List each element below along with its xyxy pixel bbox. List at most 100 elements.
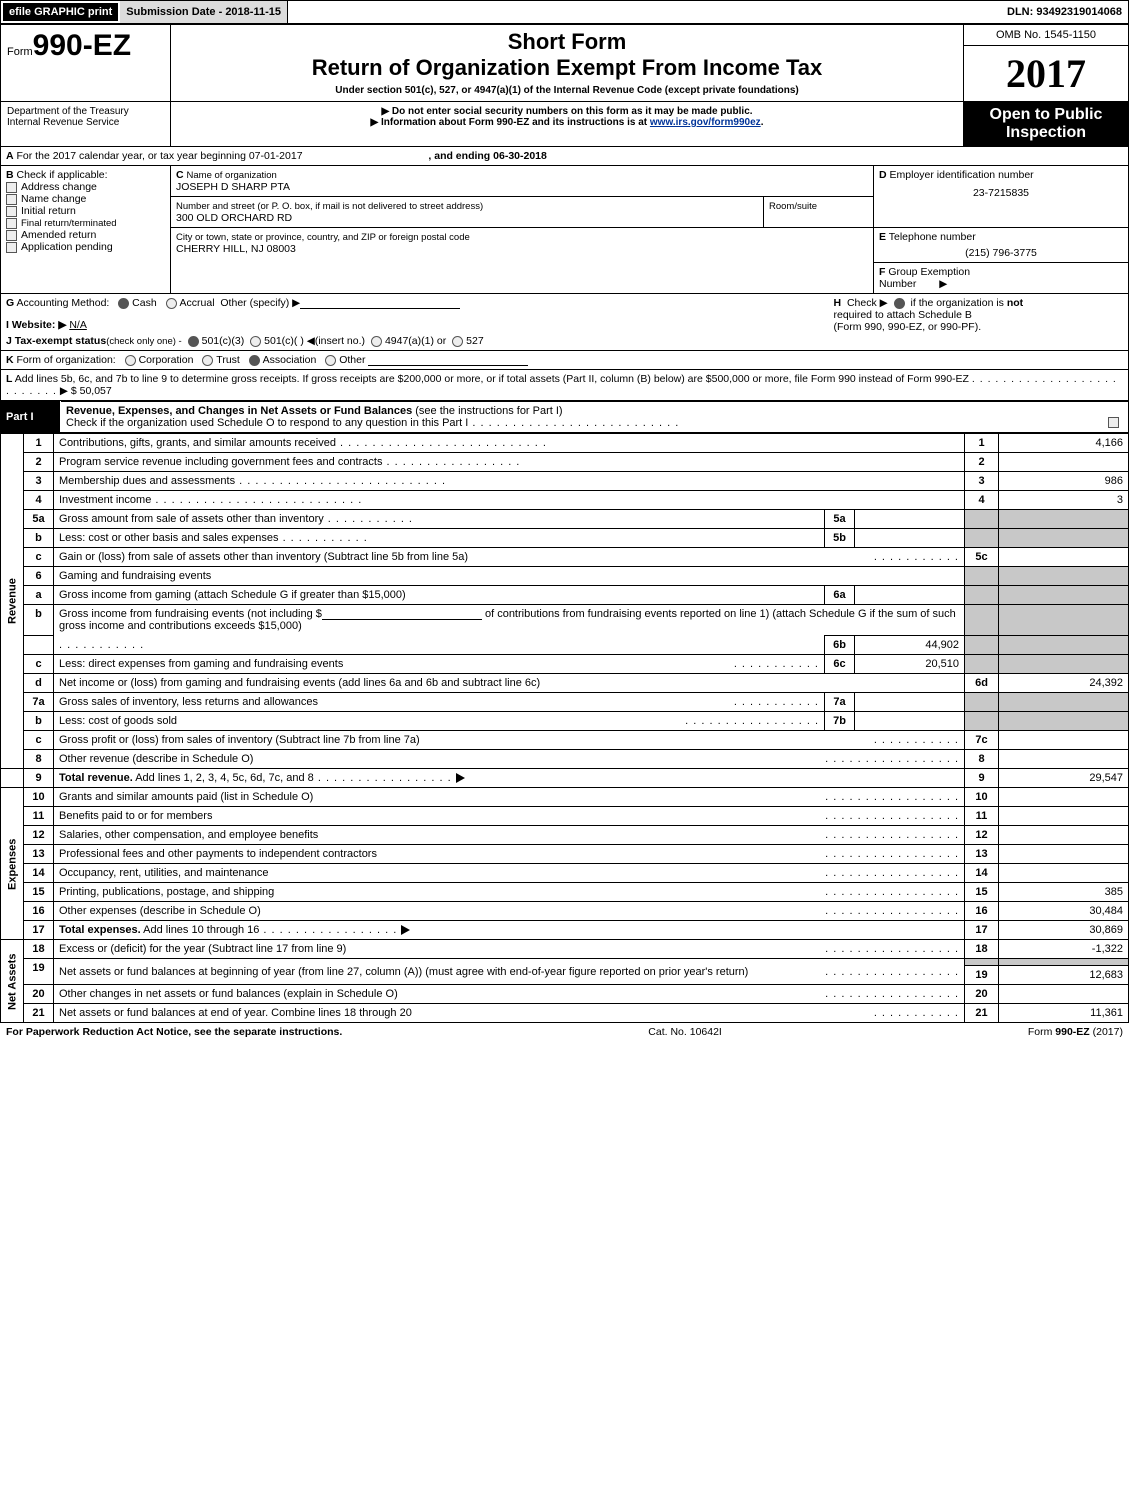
sub-5b: 5b — [825, 529, 855, 548]
opt-cash: Cash — [132, 297, 157, 309]
checkbox-address-change[interactable] — [6, 182, 17, 193]
ln-14: 14 — [24, 864, 54, 883]
shadeval-7a — [999, 693, 1129, 712]
ln-20: 20 — [24, 985, 54, 1004]
part1-header: Part I Revenue, Expenses, and Changes in… — [0, 401, 1129, 433]
desc-17b: Add lines 10 through 16 — [143, 924, 259, 936]
city-value: CHERRY HILL, NJ 08003 — [176, 243, 296, 255]
sub-6b: 6b — [825, 636, 855, 655]
opt-final-return: Final return/terminated — [21, 218, 117, 229]
opt-accrual: Accrual — [180, 297, 215, 309]
radio-accrual[interactable] — [166, 298, 177, 309]
other-specify-input[interactable] — [300, 298, 460, 309]
revenue-section-label: Revenue — [1, 434, 24, 769]
line-f-arrow: ▶ — [939, 278, 947, 290]
opt-address-change: Address change — [21, 181, 97, 193]
ln-5b: b — [24, 529, 54, 548]
form-info-link[interactable]: www.irs.gov/form990ez — [650, 117, 761, 128]
checkbox-schedule-o-part1[interactable] — [1108, 417, 1119, 428]
sub-6c: 6c — [825, 655, 855, 674]
revenue-section-label-end — [1, 769, 24, 788]
subval-6a — [855, 586, 965, 605]
shadeval-6a — [999, 586, 1129, 605]
radio-schedule-b-not-required[interactable] — [894, 298, 905, 309]
radio-501c[interactable] — [250, 336, 261, 347]
shade-7a — [965, 693, 999, 712]
radio-501c3[interactable] — [188, 336, 199, 347]
ln-11: 11 — [24, 807, 54, 826]
val-15: 385 — [999, 883, 1129, 902]
radio-other-org[interactable] — [325, 355, 336, 366]
ln-10: 10 — [24, 788, 54, 807]
shadeval-6c — [999, 655, 1129, 674]
line-l-amount: ▶ $ 50,057 — [60, 385, 112, 397]
desc-10: Grants and similar amounts paid (list in… — [59, 791, 313, 803]
form-header: Form990-EZ Short Form Return of Organiza… — [0, 24, 1129, 147]
efile-print-button[interactable]: efile GRAPHIC print — [1, 1, 120, 23]
desc-7c: Gross profit or (loss) from sales of inv… — [59, 734, 420, 746]
catalog-number: Cat. No. 10642I — [648, 1026, 722, 1038]
line-h-not: not — [1007, 297, 1023, 309]
desc-19: Net assets or fund balances at beginning… — [59, 966, 748, 978]
shadeval-6 — [999, 567, 1129, 586]
radio-association[interactable] — [249, 355, 260, 366]
city-label: City or town, state or province, country… — [176, 232, 470, 243]
num-19: 19 — [965, 966, 999, 985]
desc-18: Excess or (deficit) for the year (Subtra… — [59, 943, 346, 955]
val-19: 12,683 — [999, 966, 1129, 985]
ln-8: 8 — [24, 750, 54, 769]
num-1: 1 — [965, 434, 999, 453]
ln-19: 19 — [24, 959, 54, 985]
opt-amended-return: Amended return — [21, 229, 96, 241]
website-value: N/A — [69, 319, 87, 331]
radio-corporation[interactable] — [125, 355, 136, 366]
radio-cash[interactable] — [118, 298, 129, 309]
num-14: 14 — [965, 864, 999, 883]
num-21: 21 — [965, 1004, 999, 1023]
fundraising-amount-input[interactable] — [322, 609, 482, 620]
line-c-text: Name of organization — [187, 170, 277, 181]
opt-527: 527 — [466, 335, 484, 347]
line-f-text: Group Exemption — [888, 266, 970, 278]
ln-6b: b — [24, 605, 54, 636]
val-3: 986 — [999, 472, 1129, 491]
shade-19 — [965, 959, 999, 966]
radio-527[interactable] — [452, 336, 463, 347]
checkbox-name-change[interactable] — [6, 194, 17, 205]
num-6d: 6d — [965, 674, 999, 693]
radio-trust[interactable] — [202, 355, 213, 366]
ln-6d: d — [24, 674, 54, 693]
g-l-block: G Accounting Method: Cash Accrual Other … — [0, 294, 1129, 401]
num-5c: 5c — [965, 548, 999, 567]
other-org-input[interactable] — [368, 355, 528, 366]
return-title: Return of Organization Exempt From Incom… — [177, 55, 957, 81]
under-section-note: Under section 501(c), 527, or 4947(a)(1)… — [177, 85, 957, 96]
checkbox-amended-return[interactable] — [6, 230, 17, 241]
sub-5a: 5a — [825, 510, 855, 529]
line-a-end: , and ending 06-30-2018 — [428, 150, 546, 162]
opt-name-change: Name change — [21, 193, 86, 205]
shadeval-19 — [999, 959, 1129, 966]
opt-501c3: 501(c)(3) — [202, 335, 245, 347]
line-a-label: A — [6, 150, 14, 162]
line-h-text: if the organization is — [911, 297, 1004, 309]
num-2: 2 — [965, 453, 999, 472]
checkbox-final-return[interactable] — [6, 218, 17, 229]
val-10 — [999, 788, 1129, 807]
room-suite-label: Room/suite — [769, 201, 817, 212]
submission-date: Submission Date - 2018-11-15 — [120, 1, 288, 23]
checkbox-application-pending[interactable] — [6, 242, 17, 253]
opt-501c: 501(c)( ) ◀(insert no.) — [264, 335, 365, 347]
radio-4947[interactable] — [371, 336, 382, 347]
ln-6c: c — [24, 655, 54, 674]
financial-table: Revenue 1 Contributions, gifts, grants, … — [0, 433, 1129, 1023]
num-10: 10 — [965, 788, 999, 807]
form-prefix: Form — [7, 46, 33, 58]
part1-checknote: Check if the organization used Schedule … — [66, 417, 468, 429]
desc-5c: Gain or (loss) from sale of assets other… — [59, 551, 468, 563]
num-7c: 7c — [965, 731, 999, 750]
line-h-text2: required to attach Schedule B — [834, 309, 972, 321]
desc-9: Total revenue. — [59, 772, 133, 784]
checkbox-initial-return[interactable] — [6, 206, 17, 217]
line-j-label: J Tax-exempt status — [6, 335, 106, 347]
